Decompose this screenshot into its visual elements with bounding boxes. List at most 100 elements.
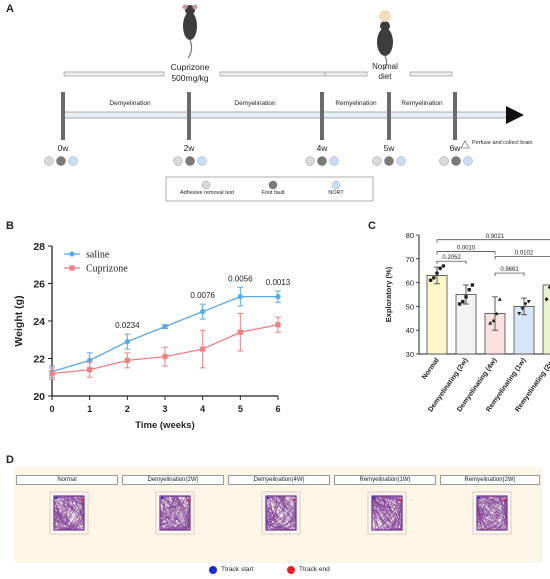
legend-label: Cuprizone	[86, 264, 128, 275]
legend-adhesive-label: Adhesive removal test	[179, 190, 235, 196]
data-point	[497, 297, 502, 301]
track-end-marker	[80, 498, 84, 502]
timeline-tick	[187, 92, 191, 140]
diet-label: Normal diet	[360, 62, 410, 82]
data-point	[520, 307, 525, 311]
p-value-label: 0.0234	[115, 321, 140, 330]
data-point	[162, 324, 168, 330]
track-end-marker	[186, 498, 190, 502]
data-point	[49, 370, 55, 377]
track-start-marker	[54, 496, 58, 500]
data-point	[124, 357, 130, 363]
data-point	[162, 354, 168, 360]
drug-label: Cuprizone 500mg/kg	[155, 62, 225, 84]
data-point	[491, 318, 496, 323]
assessment-dots-5w	[372, 156, 406, 166]
assessment-dots-4w	[305, 156, 339, 166]
comparison-bracket	[436, 251, 496, 255]
y-tick-label: 22	[33, 354, 45, 366]
legend-foot-dot	[268, 180, 278, 190]
timeline-tick	[61, 92, 65, 140]
diet-line-2: diet	[378, 72, 392, 81]
y-tick-label: 24	[33, 316, 45, 328]
timeline-arrow-icon	[506, 106, 524, 124]
phase-label: Remyelination	[335, 100, 377, 107]
data-point	[87, 367, 93, 373]
p-value-label: 0.9661	[500, 267, 519, 273]
legend-nort-dot	[331, 180, 341, 190]
track-edge	[265, 495, 297, 531]
assessment-dots-6w	[439, 156, 473, 166]
y-tick-label: 30	[406, 350, 414, 359]
track-edge	[53, 495, 85, 531]
data-point	[470, 283, 475, 287]
track-end-marker	[503, 498, 507, 502]
comparison-bracket	[494, 272, 525, 277]
panel-label-c: C	[368, 220, 376, 232]
data-point	[517, 311, 522, 316]
mouse-track	[159, 495, 191, 531]
timeline-axis	[63, 111, 509, 119]
mouse-track	[53, 495, 85, 531]
mouse-track	[265, 495, 297, 531]
p-value-label: 0.2052	[442, 255, 461, 261]
y-axis-label: Exploratory (%)	[384, 266, 393, 322]
comparison-bracket	[494, 256, 550, 260]
panel-label-d: D	[6, 454, 14, 466]
diet-period-bar-right	[409, 71, 453, 77]
mouse-track	[476, 495, 508, 531]
track-svg	[49, 491, 512, 535]
legend-adhesive-dot	[201, 180, 211, 190]
data-point	[435, 271, 439, 275]
y-tick-label: 50	[406, 302, 414, 311]
track-title: Demyelination(2W)	[122, 475, 224, 485]
legend-marker	[69, 251, 75, 257]
x-tick-label: 3	[162, 404, 167, 414]
drug-period-bar-right	[219, 71, 326, 77]
weight-line-chart: 20 22 24 26 28 0 1 2 3 4 5 6 Time (weeks) Weight (g) 0…	[13, 241, 291, 431]
data-point	[464, 295, 468, 299]
y-tick-label: 20	[33, 391, 45, 403]
y-tick-label: 28	[33, 241, 45, 253]
y-tick-label: 80	[406, 231, 414, 240]
mouse-track	[371, 495, 403, 531]
y-axis-label: Weight (g)	[13, 295, 25, 346]
data-point	[523, 302, 528, 307]
data-point	[526, 300, 531, 304]
data-point	[441, 264, 446, 268]
p-value-label: 0.0056	[228, 274, 253, 283]
data-point	[488, 321, 493, 325]
x-tick-label: 6	[275, 404, 280, 414]
x-tick-label: 5	[238, 404, 243, 414]
phase-label: Remyelination	[401, 100, 443, 107]
data-point	[438, 266, 442, 271]
assessment-legend-box	[165, 176, 374, 202]
y-tick-label: 60	[406, 279, 414, 288]
p-value-label: 0.0102	[515, 250, 534, 256]
track-end-marker	[398, 498, 402, 502]
data-point	[494, 311, 499, 316]
track-edge	[476, 495, 508, 531]
track-start-marker	[477, 496, 481, 500]
bar	[542, 284, 550, 355]
track-title: Normal	[16, 475, 118, 485]
p-value-label: 0.0076	[190, 291, 215, 300]
track-start-marker	[160, 496, 164, 500]
y-tick-label: 70	[406, 255, 414, 264]
track-title: Remyelination(2W)	[440, 475, 540, 485]
x-tick-label: 1	[87, 404, 92, 414]
data-point	[544, 297, 549, 302]
track-start-marker	[372, 496, 376, 500]
track-edge	[371, 495, 403, 531]
p-value-label: 0.0013	[266, 278, 291, 287]
track-start-label: Ttrack start	[221, 566, 254, 573]
legend-nort-label: NORT	[328, 190, 344, 196]
panel-label-b: B	[6, 220, 14, 232]
x-tick-label: 4	[200, 404, 205, 414]
assessment-dots-2w	[173, 156, 207, 166]
timeline-tick	[387, 92, 391, 140]
p-value-label: 0.9021	[486, 234, 505, 240]
data-point	[432, 276, 436, 280]
comparison-bracket	[436, 239, 550, 243]
